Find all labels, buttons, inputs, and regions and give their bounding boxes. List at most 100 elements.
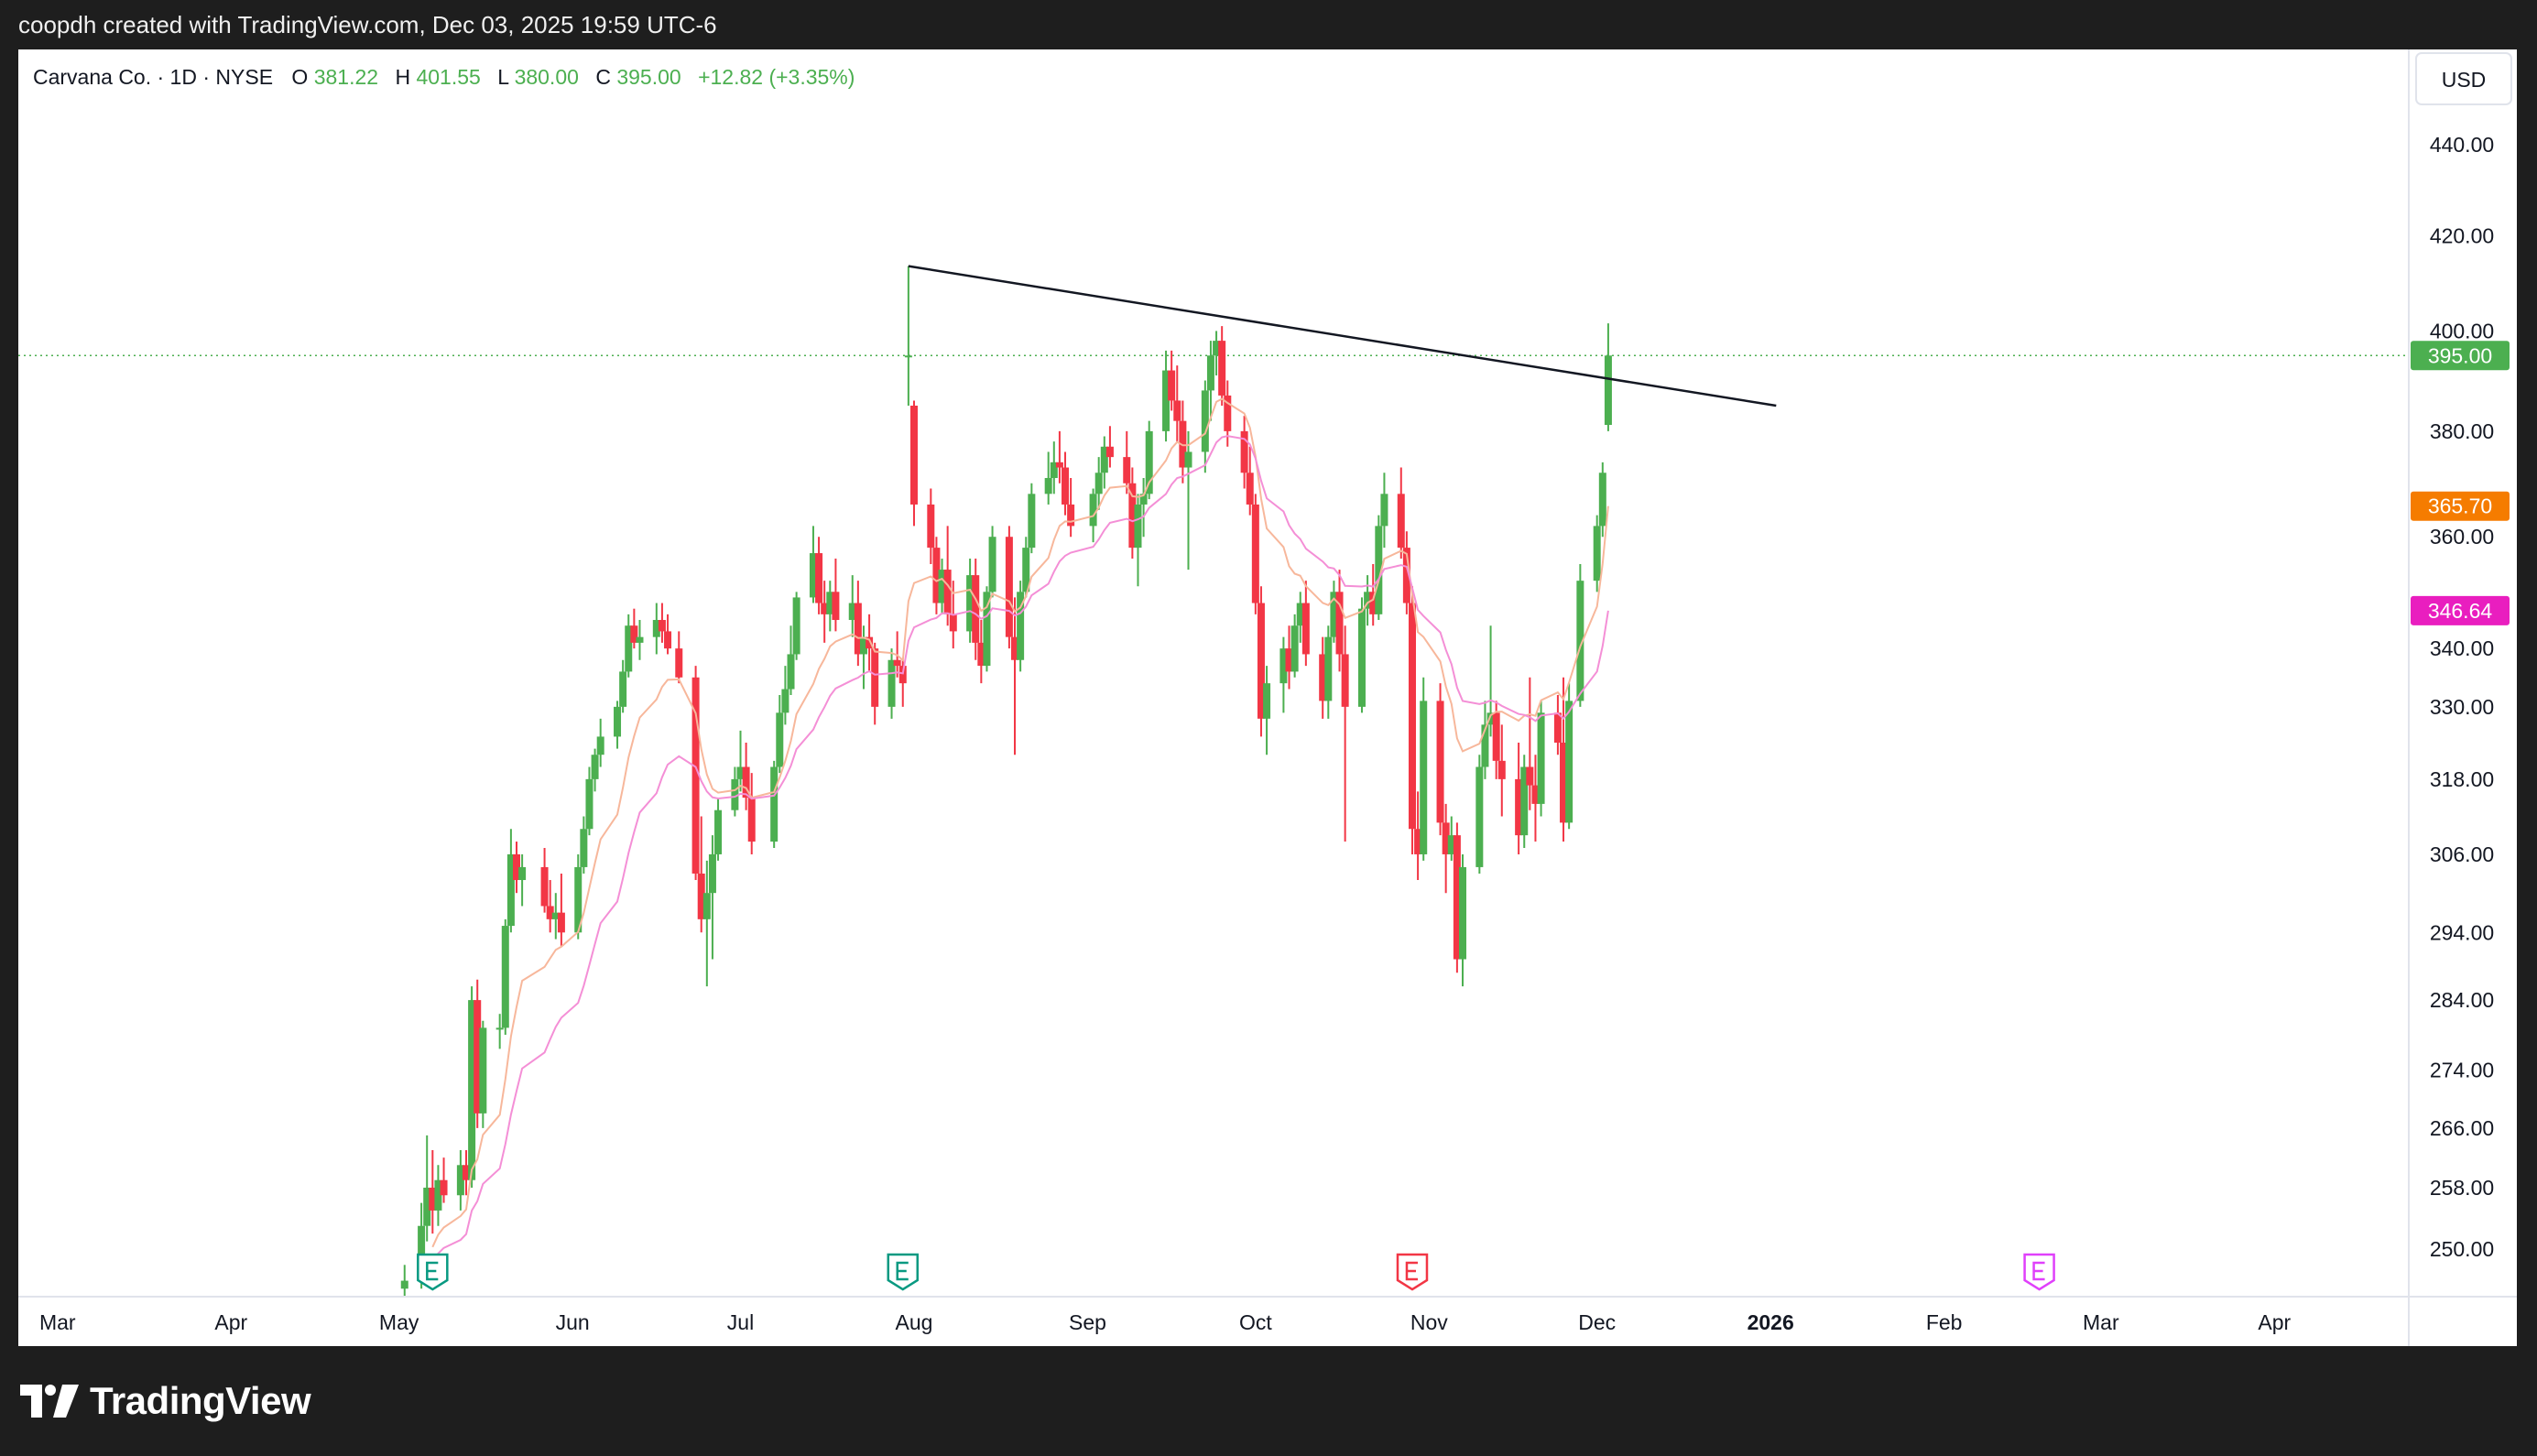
earnings-icon[interactable] bbox=[887, 1253, 920, 1291]
candle[interactable] bbox=[625, 614, 633, 678]
candle[interactable] bbox=[1139, 478, 1148, 538]
candle[interactable] bbox=[658, 603, 666, 643]
candle[interactable] bbox=[932, 537, 941, 614]
candle[interactable] bbox=[1162, 350, 1171, 442]
currency-button[interactable] bbox=[2415, 52, 2512, 105]
candle[interactable] bbox=[1357, 597, 1366, 713]
candle[interactable] bbox=[1067, 478, 1075, 538]
candle[interactable] bbox=[1420, 677, 1428, 861]
candle[interactable] bbox=[815, 537, 823, 614]
candle[interactable] bbox=[826, 581, 834, 632]
candle[interactable] bbox=[1497, 724, 1506, 817]
earnings-icon[interactable] bbox=[1396, 1253, 1429, 1291]
candle[interactable] bbox=[972, 559, 980, 660]
candle[interactable] bbox=[691, 666, 700, 881]
candle[interactable] bbox=[1296, 592, 1304, 643]
candle[interactable] bbox=[1408, 586, 1416, 854]
candle[interactable] bbox=[574, 853, 583, 940]
candle[interactable] bbox=[866, 614, 874, 672]
candle[interactable] bbox=[1005, 526, 1013, 649]
candle[interactable] bbox=[1179, 400, 1187, 484]
candle[interactable] bbox=[1055, 430, 1063, 484]
candle[interactable] bbox=[591, 748, 599, 792]
candle[interactable] bbox=[1279, 636, 1288, 713]
candle[interactable] bbox=[787, 625, 795, 695]
candle[interactable] bbox=[462, 1150, 470, 1196]
candle[interactable] bbox=[1598, 462, 1606, 538]
candle[interactable] bbox=[1436, 683, 1444, 836]
candle[interactable] bbox=[697, 816, 705, 933]
candle[interactable] bbox=[1604, 323, 1612, 431]
resistance-trendline[interactable] bbox=[908, 265, 1777, 407]
candle[interactable] bbox=[809, 526, 817, 603]
candle[interactable] bbox=[1206, 341, 1214, 421]
candle[interactable] bbox=[1515, 743, 1523, 854]
candle[interactable] bbox=[708, 835, 716, 960]
candle[interactable] bbox=[1134, 494, 1142, 587]
candle[interactable] bbox=[1246, 446, 1254, 516]
candle[interactable] bbox=[1375, 515, 1383, 621]
candle[interactable] bbox=[1414, 791, 1422, 881]
candle[interactable] bbox=[776, 694, 784, 774]
candle[interactable] bbox=[747, 773, 756, 854]
candle[interactable] bbox=[977, 620, 985, 684]
candle[interactable] bbox=[675, 631, 683, 684]
candle[interactable] bbox=[848, 575, 856, 637]
candle[interactable] bbox=[619, 659, 627, 713]
candle[interactable] bbox=[1044, 451, 1052, 505]
candle[interactable] bbox=[1290, 614, 1299, 678]
candle[interactable] bbox=[1486, 625, 1495, 737]
candle[interactable] bbox=[546, 880, 554, 933]
candle[interactable] bbox=[1526, 677, 1534, 810]
candle[interactable] bbox=[1520, 755, 1529, 848]
candle[interactable] bbox=[781, 666, 789, 725]
candle[interactable] bbox=[1263, 666, 1271, 755]
candle[interactable] bbox=[1100, 436, 1108, 489]
candle[interactable] bbox=[1094, 457, 1103, 510]
candle[interactable] bbox=[1251, 494, 1259, 614]
candle[interactable] bbox=[1168, 350, 1176, 411]
candle[interactable] bbox=[551, 893, 560, 940]
candle[interactable] bbox=[792, 592, 800, 660]
candle[interactable] bbox=[1123, 430, 1131, 494]
candle[interactable] bbox=[434, 1165, 442, 1226]
earnings-icon[interactable] bbox=[417, 1253, 449, 1291]
candle[interactable] bbox=[585, 766, 593, 836]
candle[interactable] bbox=[1380, 473, 1388, 549]
tradingview-logo[interactable]: TradingView bbox=[20, 1374, 311, 1429]
candle[interactable] bbox=[859, 625, 867, 690]
candle[interactable] bbox=[983, 586, 991, 672]
candle[interactable] bbox=[854, 581, 862, 667]
candle[interactable] bbox=[630, 608, 638, 649]
candle[interactable] bbox=[479, 1020, 487, 1128]
candle[interactable] bbox=[904, 266, 912, 406]
candle[interactable] bbox=[580, 816, 588, 874]
candlestick-chart[interactable]: 440.00 420.00 400.00 380.00 360.00 340.00 330.… bbox=[18, 49, 2517, 1346]
candle[interactable] bbox=[1565, 683, 1573, 830]
candle[interactable] bbox=[1492, 701, 1500, 779]
candle[interactable] bbox=[636, 620, 644, 660]
candle[interactable] bbox=[1184, 430, 1192, 570]
candle[interactable] bbox=[474, 979, 482, 1128]
candle[interactable] bbox=[1324, 625, 1333, 719]
candle[interactable] bbox=[557, 873, 565, 946]
candle[interactable] bbox=[440, 1157, 448, 1203]
candle[interactable] bbox=[400, 1265, 408, 1297]
candle[interactable] bbox=[1537, 701, 1545, 817]
candle[interactable] bbox=[423, 1135, 431, 1242]
candle[interactable] bbox=[1240, 416, 1248, 489]
candle[interactable] bbox=[501, 918, 509, 1036]
candle[interactable] bbox=[966, 559, 975, 643]
candle[interactable] bbox=[664, 614, 672, 655]
candle[interactable] bbox=[1341, 625, 1349, 842]
candle[interactable] bbox=[938, 559, 946, 614]
candle[interactable] bbox=[468, 986, 476, 1188]
candle[interactable] bbox=[887, 648, 896, 719]
candle[interactable] bbox=[1173, 365, 1181, 442]
candle[interactable] bbox=[1022, 537, 1030, 598]
earnings-icon[interactable] bbox=[2023, 1253, 2055, 1291]
candle[interactable] bbox=[1218, 326, 1226, 406]
candle[interactable] bbox=[652, 603, 660, 655]
candle[interactable] bbox=[614, 701, 622, 749]
candle[interactable] bbox=[506, 829, 515, 933]
